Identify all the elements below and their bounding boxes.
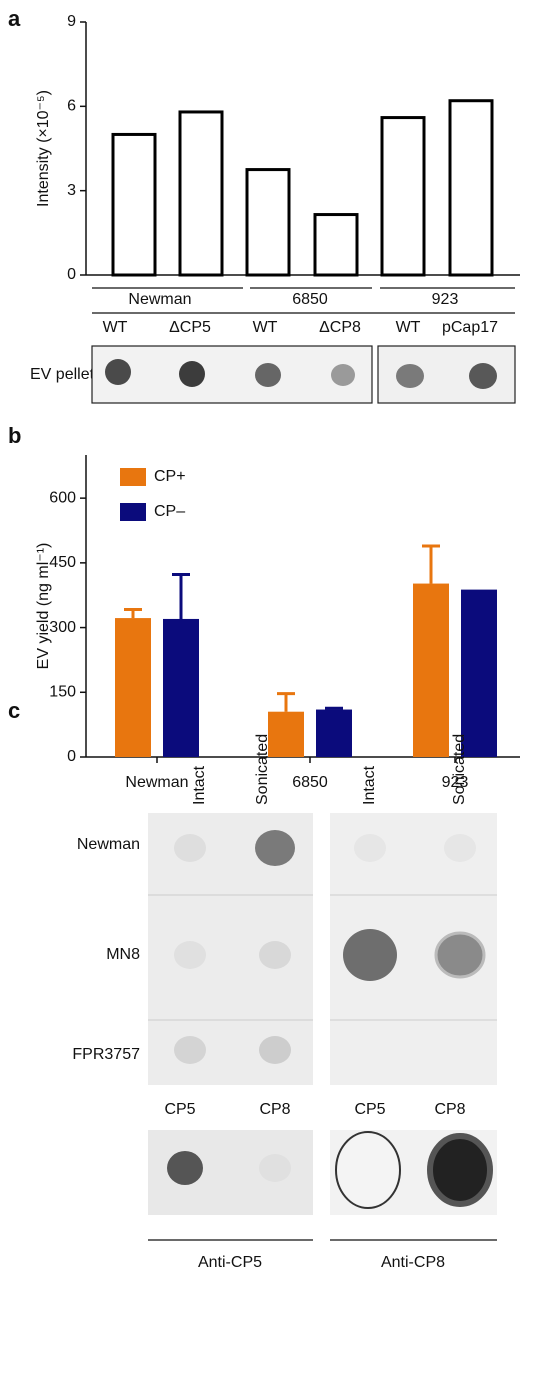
row-label: FPR3757 bbox=[72, 1046, 140, 1063]
bar bbox=[178, 110, 224, 277]
y-tick-label: 300 bbox=[49, 619, 76, 636]
control-label: CP5 bbox=[354, 1101, 385, 1118]
bar bbox=[111, 132, 157, 277]
group-label: 6850 bbox=[292, 291, 328, 308]
bar bbox=[163, 618, 199, 757]
antibody-label: Anti-CP5 bbox=[198, 1254, 262, 1271]
y-tick-label: 3 bbox=[67, 182, 76, 199]
x-tick-label: 923 bbox=[442, 774, 469, 791]
bar bbox=[413, 583, 449, 757]
bar bbox=[448, 99, 494, 277]
bar bbox=[245, 168, 291, 277]
y-tick-label: 6 bbox=[67, 98, 76, 115]
row-label: MN8 bbox=[106, 946, 140, 963]
column-label: Sonicated bbox=[254, 734, 271, 805]
column-label: Sonicated bbox=[451, 734, 468, 805]
x-tick-label: WT bbox=[253, 319, 278, 336]
control-label: CP8 bbox=[259, 1101, 290, 1118]
blot bbox=[91, 345, 373, 404]
row-label: Newman bbox=[77, 836, 140, 853]
x-tick-label: Newman bbox=[125, 774, 188, 791]
legend-swatch bbox=[120, 503, 146, 521]
legend-label: CP– bbox=[154, 503, 185, 520]
x-tick-label: pCap17 bbox=[442, 319, 498, 336]
error-bar bbox=[325, 706, 343, 710]
y-tick-label: 9 bbox=[67, 13, 76, 30]
group-label: 923 bbox=[432, 291, 459, 308]
y-tick-label: 600 bbox=[49, 489, 76, 506]
bar bbox=[380, 116, 426, 277]
blot-label: EV pellet bbox=[30, 366, 95, 383]
bar bbox=[316, 709, 352, 757]
control-label: CP8 bbox=[434, 1101, 465, 1118]
error-bar bbox=[277, 692, 295, 712]
x-tick-label: ΔCP8 bbox=[319, 319, 361, 336]
y-axis-label: EV yield (ng ml⁻¹) bbox=[35, 543, 52, 670]
x-tick-label: 6850 bbox=[292, 774, 328, 791]
y-tick-label: 450 bbox=[49, 554, 76, 571]
bar bbox=[313, 213, 359, 277]
y-tick-label: 0 bbox=[67, 748, 76, 765]
y-tick-label: 150 bbox=[49, 684, 76, 701]
control-label: CP5 bbox=[164, 1101, 195, 1118]
bar bbox=[268, 711, 304, 757]
blot-dots bbox=[105, 359, 497, 389]
panel-label: a bbox=[8, 6, 21, 31]
column-label: Intact bbox=[361, 765, 378, 805]
group-label: Newman bbox=[128, 291, 191, 308]
antibody-label: Anti-CP8 bbox=[381, 1254, 445, 1271]
error-bar bbox=[422, 544, 440, 584]
panel-label: b bbox=[8, 423, 21, 448]
y-axis-label: Intensity (×10⁻⁵) bbox=[35, 90, 52, 207]
x-tick-label: WT bbox=[396, 319, 421, 336]
error-bar bbox=[172, 573, 190, 619]
legend-label: CP+ bbox=[154, 468, 186, 485]
bar bbox=[461, 589, 497, 757]
column-label: Intact bbox=[191, 765, 208, 805]
panel-label: c bbox=[8, 698, 20, 723]
bar bbox=[115, 618, 151, 757]
legend-swatch bbox=[120, 468, 146, 486]
x-tick-label: ΔCP5 bbox=[169, 319, 211, 336]
blot-panels bbox=[148, 813, 497, 1241]
x-tick-label: WT bbox=[103, 319, 128, 336]
y-tick-label: 0 bbox=[67, 266, 76, 283]
error-bar bbox=[124, 607, 142, 619]
